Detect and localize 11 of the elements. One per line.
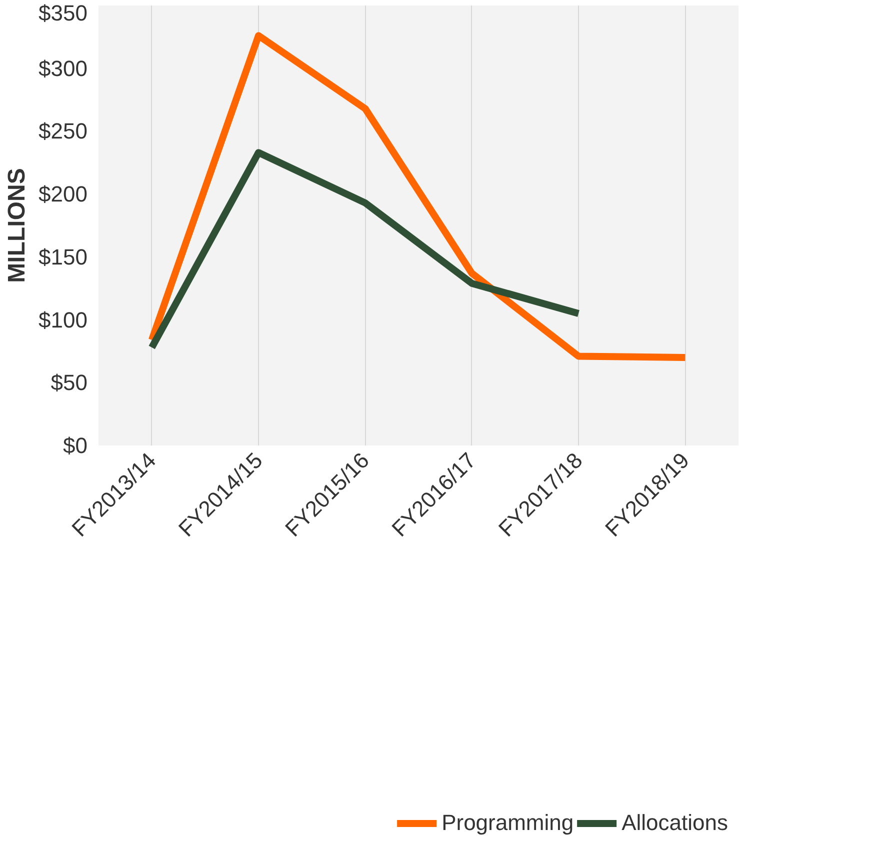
y-axis-title: MILLIONS xyxy=(4,168,31,283)
y-tick-label: $50 xyxy=(50,370,88,396)
y-tick-label: $200 xyxy=(38,182,88,207)
y-tick-label: $350 xyxy=(38,0,88,26)
legend-label: Allocations xyxy=(622,810,728,836)
y-tick-label: $150 xyxy=(38,244,88,270)
y-tick-label: $0 xyxy=(63,433,88,458)
y-tick-label: $100 xyxy=(38,307,88,332)
y-tick-label: $300 xyxy=(38,56,88,81)
legend-label: Programming xyxy=(442,810,574,836)
y-tick-label: $250 xyxy=(38,118,88,144)
